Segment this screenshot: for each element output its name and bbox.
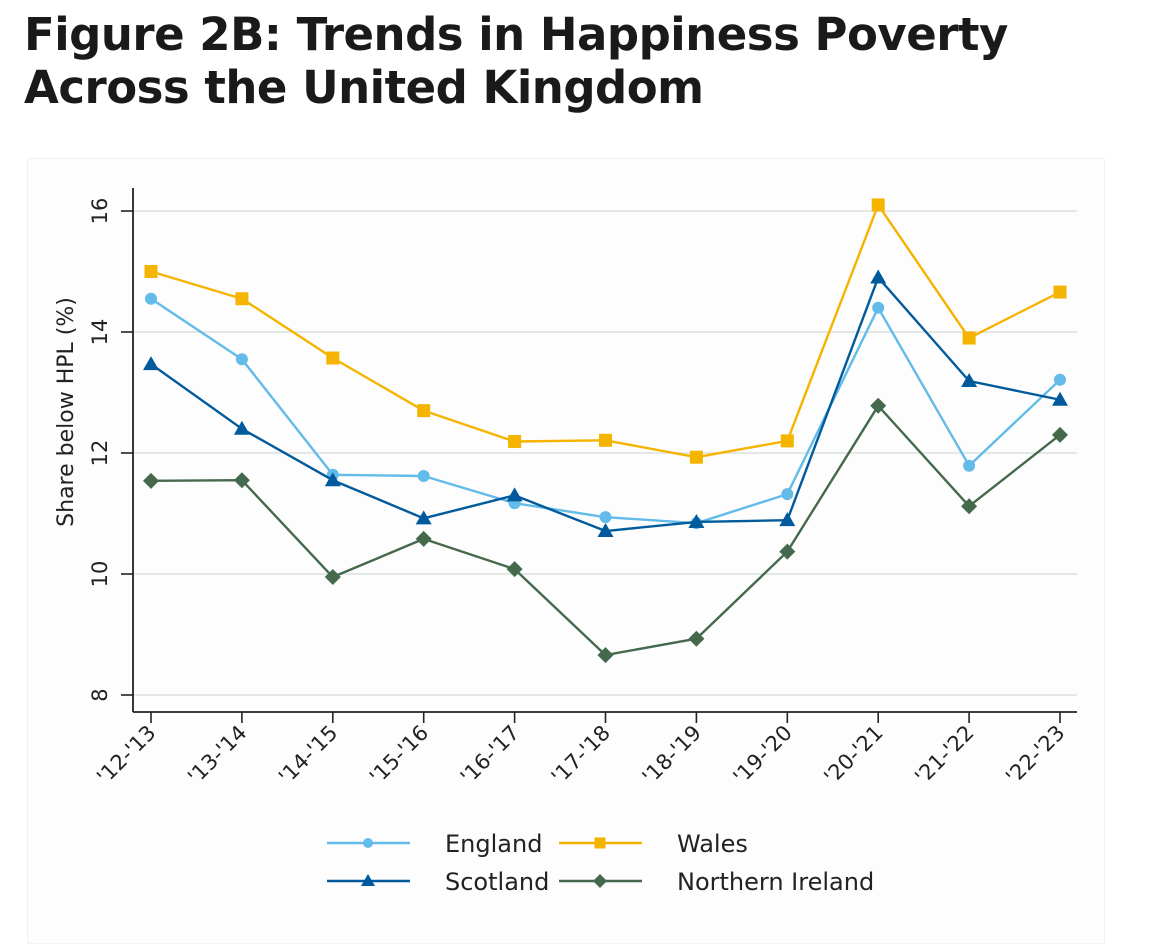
data-point-northern-ireland — [961, 498, 978, 515]
y-tick-label: 12 — [88, 440, 112, 467]
legend: England Wales Scotland Northern Ireland — [327, 830, 874, 896]
series-scotland — [143, 269, 1068, 538]
data-point-england — [599, 511, 612, 524]
data-point-northern-ireland — [779, 543, 796, 560]
data-point-scotland — [870, 269, 887, 284]
legend-item-wales: Wales — [559, 830, 748, 858]
data-point-northern-ireland — [688, 630, 705, 647]
y-tick-label: 8 — [88, 688, 112, 701]
title-line-2: Across the United Kingdom — [24, 61, 704, 114]
data-point-wales — [599, 433, 612, 447]
figure-title: Figure 2B: Trends in Happiness Poverty A… — [24, 8, 1144, 114]
data-point-scotland — [324, 472, 341, 487]
data-point-wales — [235, 292, 249, 306]
data-point-northern-ireland — [870, 397, 887, 414]
x-tick-label: '22-'23 — [1001, 721, 1069, 789]
data-point-england — [1054, 373, 1066, 386]
legend-label-scotland: Scotland — [445, 868, 549, 896]
legend-marker-wales — [594, 837, 606, 849]
title-line-1: Figure 2B: Trends in Happiness Poverty — [24, 8, 1008, 61]
legend-label-wales: Wales — [677, 830, 748, 858]
legend-item-scotland: Scotland — [327, 868, 549, 896]
y-tick-label: 14 — [88, 319, 112, 346]
y-axis-title: Share below HPL (%) — [54, 297, 79, 527]
data-point-scotland — [688, 513, 705, 528]
legend-item-northern-ireland: Northern Ireland — [559, 868, 874, 896]
data-point-scotland — [597, 523, 614, 538]
data-point-wales — [962, 331, 976, 345]
data-point-scotland — [1052, 391, 1068, 406]
data-point-england — [235, 353, 248, 366]
data-point-england — [781, 488, 794, 501]
legend-item-england: England — [327, 830, 542, 858]
x-tick-label: '20-'21 — [819, 721, 887, 789]
data-point-wales — [871, 198, 885, 212]
data-point-wales — [780, 434, 794, 448]
data-point-northern-ireland — [506, 561, 523, 578]
y-tick-label: 16 — [88, 198, 112, 225]
data-point-scotland — [415, 510, 432, 525]
data-point-wales — [144, 265, 158, 278]
x-axis-ticks: '12-'13 '13-'14 '14-'15 '15-'16 '16-'17 '17-'… — [92, 712, 1070, 789]
data-point-england — [145, 292, 157, 305]
legend-label-england: England — [445, 830, 542, 858]
x-tick-label: '12-'13 — [92, 721, 160, 789]
data-point-wales — [326, 351, 340, 365]
x-tick-label: '13-'14 — [183, 721, 251, 789]
x-tick-label: '21-'22 — [910, 721, 978, 789]
data-point-wales — [417, 404, 431, 418]
series-northern-ireland — [143, 397, 1068, 664]
series-england — [145, 292, 1066, 530]
legend-marker-england — [363, 838, 373, 848]
data-point-northern-ireland — [415, 530, 432, 547]
series-line-scotland — [150, 276, 1061, 533]
x-tick-label: '19-'20 — [729, 721, 797, 789]
series-wales — [144, 198, 1067, 464]
gridlines — [133, 210, 1077, 696]
data-point-england — [963, 459, 976, 472]
data-point-northern-ireland — [597, 647, 614, 664]
data-point-scotland — [779, 512, 796, 527]
data-point-northern-ireland — [1052, 426, 1068, 443]
series-group — [143, 198, 1068, 664]
data-point-england — [872, 301, 885, 314]
data-point-scotland — [506, 487, 523, 502]
y-tick-label: 10 — [88, 561, 112, 588]
legend-label-northern-ireland: Northern Ireland — [677, 868, 874, 896]
data-point-scotland — [961, 373, 978, 388]
x-tick-label: '17-'18 — [547, 721, 615, 789]
legend-marker-northern-ireland — [593, 874, 607, 888]
y-axis-ticks: 8 10 12 14 16 — [88, 198, 133, 702]
x-tick-label: '18-'19 — [638, 721, 706, 789]
data-point-scotland — [233, 420, 250, 435]
data-point-northern-ireland — [233, 472, 250, 489]
data-point-northern-ireland — [143, 472, 159, 489]
data-point-wales — [689, 450, 703, 464]
x-tick-label: '16-'17 — [456, 721, 524, 789]
data-point-wales — [508, 435, 522, 449]
data-point-scotland — [143, 356, 159, 371]
data-point-wales — [1053, 285, 1067, 299]
x-tick-label: '15-'16 — [365, 721, 433, 789]
axes — [132, 188, 1077, 713]
data-point-england — [417, 469, 430, 482]
legend-marker-scotland — [361, 874, 375, 886]
data-point-northern-ireland — [324, 569, 341, 586]
x-tick-label: '14-'15 — [274, 721, 342, 789]
